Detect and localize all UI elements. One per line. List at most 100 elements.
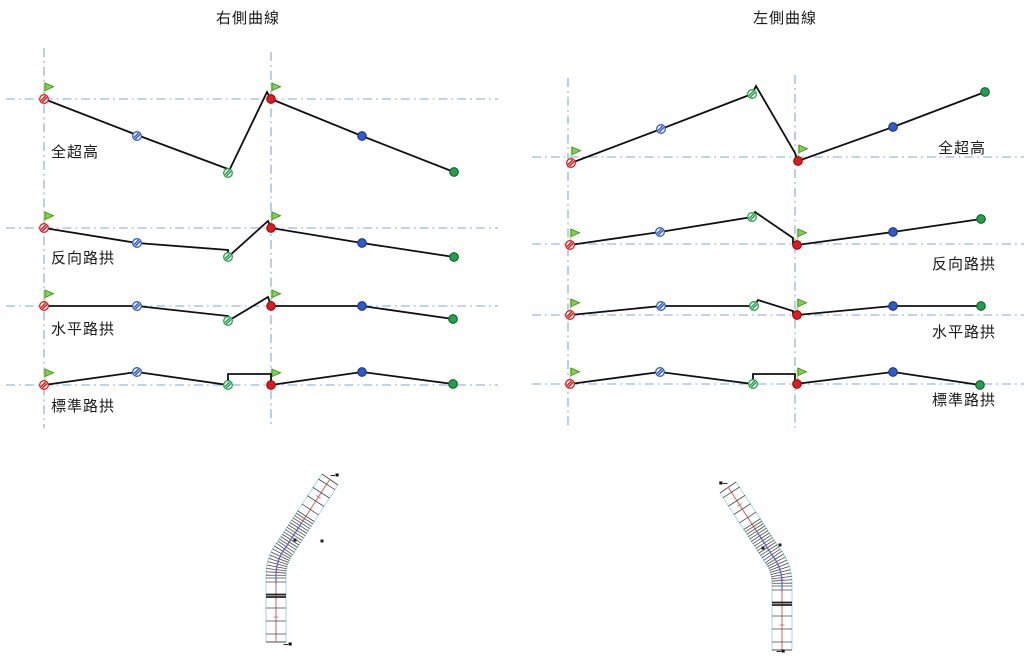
hatch-stripe [749, 214, 756, 221]
transition-point-marker [778, 543, 782, 547]
point-blue-hatched [655, 367, 665, 377]
point-circle [448, 379, 458, 389]
station-tick [744, 520, 763, 533]
point-blue-hatched [655, 227, 665, 237]
point-red [266, 223, 276, 233]
point-red-hatched [566, 158, 576, 168]
hatch-stripe [568, 160, 575, 167]
superelevation-line [43, 219, 455, 260]
point-circle [449, 167, 459, 177]
superelevation-line [569, 371, 981, 386]
hatch-stripe [657, 369, 664, 376]
flag-pennant [44, 368, 55, 378]
hatch-stripe [40, 302, 47, 309]
row-normal-crown [565, 367, 985, 390]
point-circle [39, 94, 49, 104]
row-label-reverse-crown: 反向路拱 [51, 251, 116, 267]
point-circle [792, 379, 802, 389]
point-blue [888, 227, 898, 237]
start-station-marker [283, 642, 292, 646]
point-red [266, 301, 276, 311]
point-circle [39, 223, 49, 233]
point-green-hatched [747, 89, 757, 99]
road-band [719, 481, 793, 651]
hatch-stripe [134, 133, 141, 140]
point-circle [888, 301, 898, 311]
station-tick [317, 478, 336, 491]
point-circle [656, 124, 666, 134]
hatch-stripe [224, 317, 231, 324]
point-circle [357, 367, 367, 377]
marker-dot [335, 473, 339, 477]
start-station-marker [776, 649, 785, 653]
point-red-hatched [39, 301, 49, 311]
hatch-stripe [40, 381, 47, 388]
hatch-stripe [658, 126, 665, 133]
point-green-hatched [749, 301, 759, 311]
point-circle [749, 301, 759, 311]
right-curve-panel [6, 48, 498, 428]
hatch-stripe [750, 302, 757, 309]
hatch-stripe [40, 224, 47, 231]
point-circle [975, 380, 985, 390]
point-circle [976, 214, 986, 224]
hatch-stripe [566, 380, 573, 387]
point-circle [565, 240, 575, 250]
point-circle [792, 240, 802, 250]
point-circle [747, 212, 757, 222]
hatch-stripe [224, 169, 231, 176]
hatch-stripe [657, 125, 664, 132]
point-red [792, 310, 802, 320]
station-tick [316, 495, 321, 499]
right-curve-title: 右側曲線 [215, 11, 280, 27]
marker-dot [719, 481, 723, 485]
point-circle [655, 227, 665, 237]
point-circle [888, 122, 898, 132]
point-blue-hatched [656, 124, 666, 134]
hatch-stripe [566, 241, 573, 248]
point-blue-hatched [132, 238, 142, 248]
marker-dot [288, 642, 292, 646]
station-tick [301, 503, 319, 516]
hatch-stripe [134, 369, 141, 376]
hatch-stripe [225, 382, 232, 389]
flag-pennant [570, 298, 581, 308]
hatch-stripe [566, 311, 573, 318]
point-circle [565, 379, 575, 389]
hatch-stripe [749, 91, 756, 98]
hatch-stripe [748, 90, 755, 97]
station-tick [739, 511, 757, 524]
superelevation-line [570, 84, 986, 164]
hatch-stripe [567, 242, 574, 249]
point-green-hatched [223, 316, 233, 326]
hatch-stripe [41, 382, 48, 389]
point-red [792, 240, 802, 250]
point-red-hatched [39, 380, 49, 390]
point-red-hatched [565, 310, 575, 320]
station-tick [737, 503, 742, 507]
row-label-normal-crown: 標準路拱 [51, 399, 116, 415]
row-label-level-crown: 水平路拱 [51, 322, 116, 338]
point-red-hatched [39, 94, 49, 104]
superelevation-line [43, 371, 454, 387]
hatch-stripe [748, 213, 755, 220]
point-circle [792, 310, 802, 320]
station-tick [743, 518, 761, 530]
point-circle [223, 168, 233, 178]
row-full-superelevation [566, 84, 990, 168]
row-label-full-superelevation: 全超高 [938, 141, 987, 157]
station-tick [312, 486, 330, 499]
point-circle [132, 238, 142, 248]
flag-pennant [798, 144, 809, 154]
hatch-stripe [225, 254, 232, 261]
hatch-stripe [656, 228, 663, 235]
hatch-stripe [133, 239, 140, 246]
hatch-stripe [225, 170, 232, 177]
left-curve-title: 左側曲線 [752, 11, 817, 27]
hatch-stripe [567, 159, 574, 166]
station-tick [297, 510, 315, 522]
flag-pennant [271, 82, 282, 92]
row-level-crown [565, 298, 986, 320]
point-red [793, 156, 803, 166]
